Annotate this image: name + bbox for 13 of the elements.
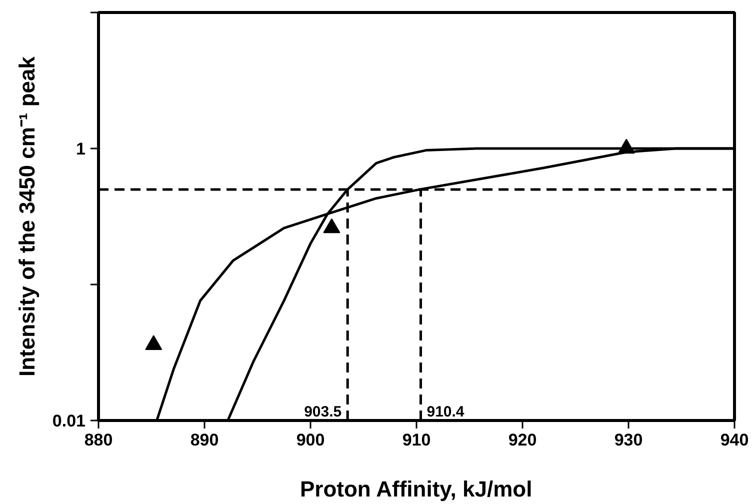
x-axis-title: Proton Affinity, kJ/mol: [300, 476, 532, 502]
y-axis-title: Intensity of the 3450 cm⁻¹ peak: [14, 56, 40, 376]
annotation: 903.5: [304, 404, 342, 420]
y-tick-label: 0.01: [52, 412, 86, 430]
x-tick-label: 880: [84, 430, 113, 450]
x-tick-label: 930: [614, 430, 643, 450]
x-tick-label: 940: [720, 430, 749, 450]
y-tick-label: 1: [76, 140, 86, 158]
x-tick-label: 920: [508, 430, 537, 450]
x-tick-label: 890: [190, 430, 219, 450]
x-tick-label: 910: [402, 430, 431, 450]
x-tick-label: 900: [296, 430, 325, 450]
annotation: 910.4: [426, 404, 465, 420]
